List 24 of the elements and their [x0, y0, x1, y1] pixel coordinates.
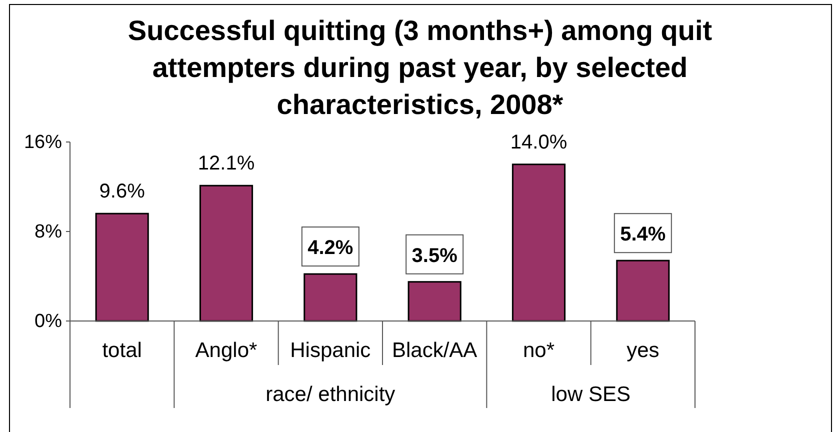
y-tick-label: 16%: [24, 132, 62, 154]
x-tick-label: no*: [522, 339, 555, 362]
bar: [512, 164, 566, 322]
chart-title: Successful quitting (3 months+) among quit attempters during past year, by selected characteristics, 2008*: [128, 15, 712, 120]
x-tick-label: Black/AA: [392, 339, 478, 362]
data-label: 14.0%: [510, 131, 568, 154]
bar: [199, 184, 254, 322]
y-tick-label: 8%: [34, 222, 62, 243]
y-tick-label: 0%: [34, 311, 62, 332]
bar: [408, 281, 462, 322]
text: race/ ethnicity: [266, 383, 396, 406]
bar: [304, 273, 358, 322]
bar: [616, 260, 670, 322]
x-tick-label: yes: [626, 339, 660, 362]
data-label: 12.1%: [198, 152, 255, 175]
x-tick-label: Anglo*: [195, 339, 258, 362]
x-tick-label: Hispanic: [290, 339, 371, 362]
data-label: 4.2%: [308, 237, 354, 260]
data-label: 3.5%: [412, 244, 458, 267]
text: low SES: [551, 383, 631, 406]
bar: [95, 212, 149, 322]
data-label: 5.4%: [620, 224, 666, 246]
x-tick-label: total: [102, 339, 142, 362]
data-label: 9.6%: [99, 180, 146, 203]
